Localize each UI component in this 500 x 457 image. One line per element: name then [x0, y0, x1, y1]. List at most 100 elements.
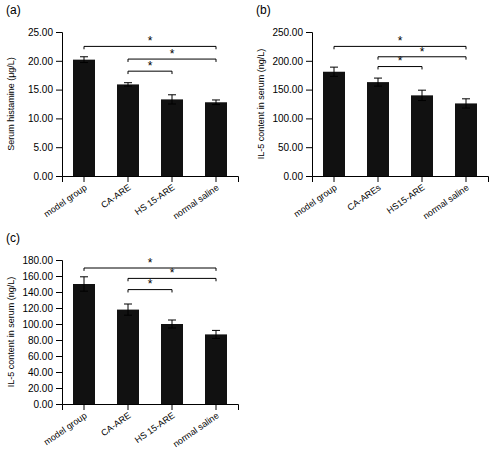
- y-tick-mark: [56, 388, 62, 389]
- significance-label: *: [148, 256, 153, 270]
- panel: 0.00 50.00 100.00 150.00 200.00 250.00 model g…: [256, 3, 489, 221]
- y-tick-label: 0.00: [284, 171, 304, 182]
- y-tick: 140.00: [22, 287, 62, 298]
- plot-area: [73, 277, 227, 404]
- error-bar-stem: [216, 330, 217, 338]
- error-bar-cap: [80, 291, 88, 292]
- bar: [117, 310, 139, 404]
- x-tick-label: HS 15-ARE: [133, 182, 177, 217]
- error-bar-cap: [330, 67, 338, 68]
- y-tick-mark: [56, 118, 62, 119]
- y-tick: 120.00: [22, 303, 62, 314]
- x-tick-mark: [172, 404, 173, 410]
- y-tick: 100.00: [272, 113, 312, 124]
- plot-area: [73, 57, 227, 176]
- brackets: ***: [84, 34, 216, 74]
- error-bar-cap: [168, 104, 176, 105]
- x-tick: HS 15-ARE: [133, 176, 177, 217]
- y-tick-mark: [306, 61, 312, 62]
- x-axis: model groupCA-AREsHS15-AREnormal saline: [292, 176, 489, 221]
- y-tick: 25.00: [28, 27, 62, 38]
- y-tick-label: 150.00: [272, 84, 303, 95]
- error-bar: [80, 57, 88, 63]
- brackets: ***: [84, 256, 216, 293]
- bar: [161, 99, 183, 176]
- error-bar: [168, 95, 176, 104]
- x-tick-mark: [128, 404, 129, 410]
- x-tick: normal saline: [421, 176, 471, 221]
- y-tick-label: 10.00: [28, 113, 53, 124]
- error-bar-stem: [378, 78, 379, 86]
- x-axis: model group CA-AREHS 15-AREnormal saline: [42, 176, 239, 221]
- y-axis: 0.0020.0040.0060.0080.00100.00120.00140.…: [22, 255, 62, 410]
- error-bar-cap: [80, 276, 88, 277]
- y-tick-label: 200.00: [272, 56, 303, 67]
- y-tick-mark: [306, 147, 312, 148]
- error-bar-cap: [124, 304, 132, 305]
- error-bar-cap: [212, 338, 220, 339]
- bar: [323, 72, 345, 176]
- y-tick-mark: [56, 90, 62, 91]
- y-tick-mark: [306, 90, 312, 91]
- x-tick-mark: [216, 176, 217, 182]
- y-axis-line: [306, 33, 313, 177]
- x-tick-label: CA-ARE: [99, 410, 133, 438]
- error-bar-stem: [466, 99, 467, 108]
- x-tick: HS 15-ARE: [133, 404, 177, 445]
- bar: [205, 334, 227, 404]
- error-bar-stem: [128, 83, 129, 86]
- error-bar: [124, 83, 132, 86]
- y-tick-mark: [306, 118, 312, 119]
- x-tick: model group: [42, 176, 89, 219]
- y-tick: 200.00: [272, 56, 312, 67]
- significance-label: *: [398, 54, 403, 68]
- y-tick: 50.00: [278, 142, 312, 153]
- significance-label: *: [420, 45, 425, 59]
- x-tick: CA-ARE: [99, 176, 133, 210]
- y-tick-label: 20.00: [28, 56, 53, 67]
- y-tick-label: 20.00: [28, 383, 53, 394]
- y-tick: 100.00: [22, 319, 62, 330]
- y-axis-title: IL-5 content in serum (ng/L): [256, 49, 266, 160]
- error-bar: [80, 277, 88, 291]
- y-axis: 0.005.0010.0015.0020.0025.00: [28, 27, 63, 182]
- bar: [455, 103, 477, 176]
- x-tick: normal saline: [171, 176, 221, 221]
- error-bar-cap: [124, 315, 132, 316]
- y-tick: 20.00: [28, 56, 62, 67]
- y-tick-label: 250.00: [272, 27, 303, 38]
- y-tick-mark: [56, 176, 62, 177]
- error-bar-stem: [172, 320, 173, 328]
- figure: 0.005.0010.0015.0020.0025.00model groupC…: [0, 0, 500, 457]
- panel-title: (b): [256, 3, 271, 17]
- x-tick-mark: [128, 176, 129, 182]
- y-tick-mark: [56, 147, 62, 148]
- y-tick-mark: [56, 340, 62, 341]
- x-axis-line: [313, 177, 489, 183]
- plot-area: [323, 67, 477, 176]
- bar: [411, 95, 433, 176]
- bar: [161, 324, 183, 404]
- y-tick-mark: [306, 32, 312, 33]
- significance-label: *: [148, 34, 153, 48]
- x-tick-label: model group: [42, 410, 89, 447]
- error-bar-cap: [418, 90, 426, 91]
- x-tick-label: normal saline: [171, 182, 221, 221]
- error-bar-stem: [334, 67, 335, 76]
- x-tick-mark: [378, 176, 379, 182]
- x-tick: CA-ARE: [99, 404, 133, 438]
- significance-label: *: [148, 59, 153, 73]
- error-bar-cap: [330, 76, 338, 77]
- x-tick: model group: [292, 176, 339, 219]
- y-tick-mark: [56, 308, 62, 309]
- error-bar-cap: [124, 82, 132, 83]
- x-axis-line: [63, 177, 239, 183]
- y-tick: 250.00: [272, 27, 312, 38]
- x-tick-label: model group: [292, 182, 339, 219]
- y-tick: 160.00: [22, 271, 62, 282]
- y-tick-mark: [56, 32, 62, 33]
- y-tick: 180.00: [22, 255, 62, 266]
- error-bar-cap: [80, 56, 88, 57]
- significance-label: *: [148, 277, 153, 291]
- y-tick-label: 100.00: [22, 319, 53, 330]
